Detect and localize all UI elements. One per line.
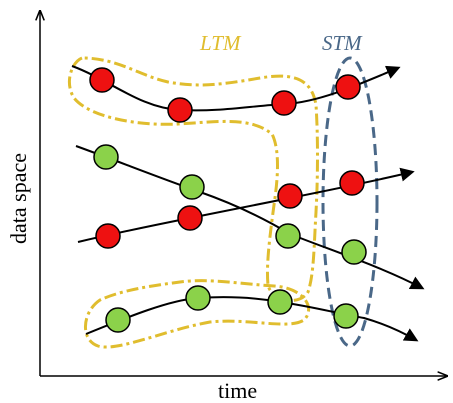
nodes [89,67,367,333]
green-trajectory-bottom-line [85,296,419,342]
trajectories [71,65,425,342]
ltm-label: LTM [199,31,242,55]
red-node [89,67,115,93]
axes [40,12,446,376]
red-node [95,223,121,249]
red-node [167,97,193,123]
green-node [333,303,359,329]
green-node [185,285,211,311]
red-node [277,183,303,209]
ltm-regions [68,56,319,349]
x-axis-label: time [218,378,257,403]
green-node [341,239,367,265]
red-node [271,90,297,116]
red-node [177,205,203,231]
green-node [267,289,293,315]
green-node [93,144,119,170]
green-trajectory-descending-line [75,145,425,290]
stm-label: STM [322,31,363,55]
red-node [335,74,361,100]
red-node [339,170,365,196]
y-axis-label: data space [6,153,31,244]
ltm-region-upper [68,56,319,302]
green-node [105,307,131,333]
ltm-region-lower [84,279,311,349]
stm-region [321,56,379,348]
green-node [275,223,301,249]
green-node [179,174,205,200]
